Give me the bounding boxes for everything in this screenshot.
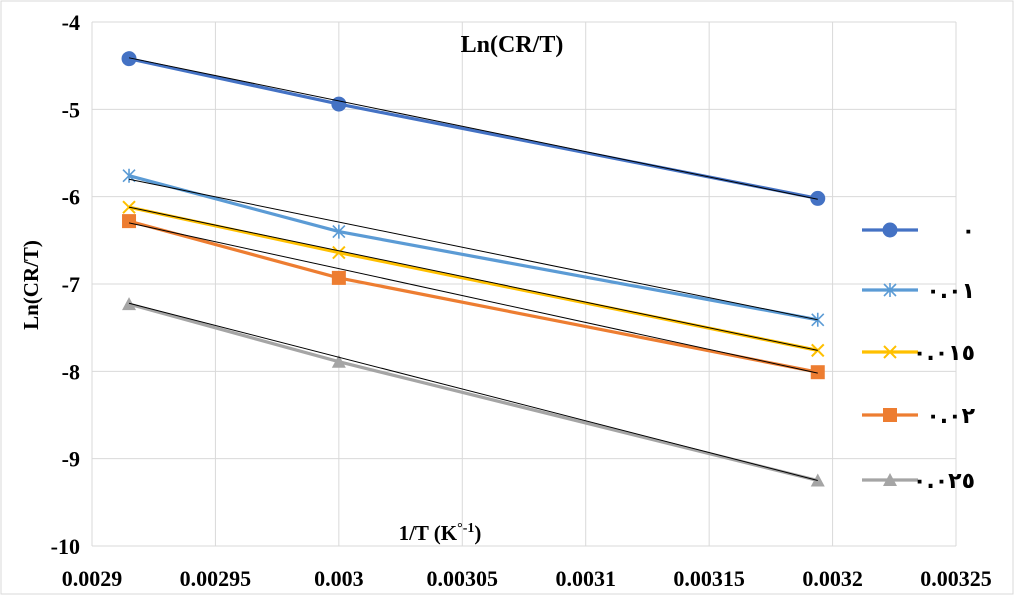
- x-tick-label: 0.00315: [673, 566, 745, 591]
- data-point-shape: [121, 51, 137, 67]
- trendline: [128, 206, 818, 351]
- data-point-shape: [811, 312, 825, 327]
- legend-marker-shape: [883, 473, 897, 486]
- x-tick-label: 0.003: [314, 566, 364, 591]
- legend-marker-shape: [883, 345, 897, 359]
- legend-label: ٠.٠١: [926, 279, 975, 304]
- legend-item: ٠.٠١: [862, 279, 975, 304]
- y-tick-label: -10: [51, 534, 80, 559]
- y-tick-label: -4: [62, 10, 80, 35]
- x-tick-label: 0.00325: [920, 566, 992, 591]
- data-point-shape: [331, 270, 346, 285]
- legend-item: ٠.٠٢: [862, 404, 976, 429]
- trendline: [128, 302, 818, 481]
- legend-label: ٠.٠١٥: [913, 341, 975, 366]
- data-point: [331, 96, 347, 112]
- legend-marker: [883, 283, 897, 297]
- y-tick-label: -9: [62, 447, 80, 472]
- data-point: [332, 245, 346, 260]
- grid: [91, 21, 957, 547]
- legend-marker-shape: [883, 408, 897, 422]
- data-point: [810, 190, 826, 206]
- x-tick-label: 0.00295: [180, 566, 252, 591]
- legend-label: ٠.٠٢٥: [913, 469, 975, 494]
- tick-labels: -4 -5 -6 -7 -8 -9 -10 0.0029 0.00295 0.003 0.00305…: [51, 10, 992, 591]
- y-tick-label: -6: [62, 185, 80, 210]
- data-point: [810, 365, 825, 380]
- trendline: [128, 57, 818, 200]
- data-point-shape: [810, 190, 826, 206]
- legend-label: ٠.٠٢: [926, 404, 975, 429]
- data-point: [331, 354, 346, 368]
- data-point-shape: [122, 214, 137, 229]
- y-tick-label: -5: [62, 97, 80, 122]
- data-point: [331, 270, 346, 285]
- legend-item: ٠.٠١٥: [862, 341, 975, 366]
- legend-marker-shape: [882, 222, 898, 238]
- legend-item: ٠.٠٢٥: [862, 469, 975, 494]
- x-tick-label: 0.0031: [555, 566, 616, 591]
- legend-marker: [883, 345, 897, 359]
- data-point: [811, 312, 825, 327]
- x-tick-label: 0.0032: [802, 566, 863, 591]
- x-tick-label: 0.0029: [62, 566, 123, 591]
- legend-marker: [883, 408, 897, 422]
- data-point-shape: [332, 245, 346, 260]
- y-tick-label: -8: [62, 359, 80, 384]
- legend-marker-shape: [883, 283, 897, 297]
- legend: ٠ ٠.٠١ ٠.٠١٥ ٠.٠٢ ٠.٠٢٥: [862, 219, 976, 494]
- data-point-shape: [331, 96, 347, 112]
- legend-marker: [883, 473, 897, 486]
- data-point-shape: [331, 354, 346, 368]
- data-point-shape: [810, 365, 825, 380]
- chart-title: Ln(CR/T): [461, 32, 564, 58]
- data-point-shape: [332, 224, 346, 239]
- x-axis-title: 1/T (K°-1): [399, 521, 482, 545]
- legend-label: ٠: [962, 219, 975, 244]
- legend-item: ٠: [862, 219, 975, 244]
- data-point: [332, 224, 346, 239]
- trendline: [128, 178, 818, 321]
- trendline: [128, 222, 818, 374]
- series-group: [121, 51, 826, 487]
- y-tick-label: -7: [62, 272, 80, 297]
- legend-marker: [882, 222, 898, 238]
- x-tick-label: 0.00305: [427, 566, 499, 591]
- y-axis-title: Ln(CR/T): [19, 240, 43, 330]
- data-point: [121, 51, 137, 67]
- data-point: [122, 214, 137, 229]
